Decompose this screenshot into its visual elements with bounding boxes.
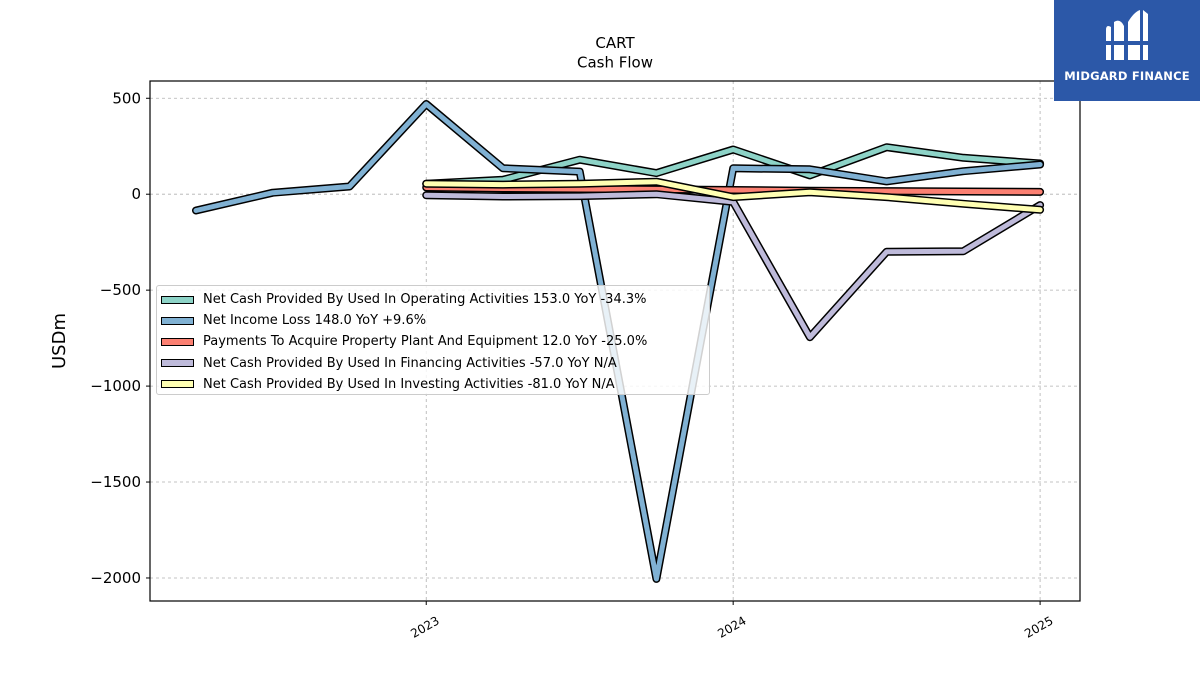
legend-swatch	[161, 295, 194, 304]
series-line	[422, 177, 1045, 214]
legend-item: Net Cash Provided By Used In Financing A…	[160, 353, 709, 374]
chart-legend: Net Cash Provided By Used In Operating A…	[156, 285, 710, 395]
y-axis: 500 0 −500 −1000 −1500 −2000	[90, 89, 150, 587]
legend-item: Net Income Loss 148.0 YoY +9.6%	[160, 310, 709, 331]
plot-frame	[149, 80, 1081, 602]
x-tick-label: 2025	[1022, 613, 1055, 640]
series-line-stroke	[423, 185, 1043, 195]
series-line	[422, 190, 1045, 342]
legend-label: Net Cash Provided By Used In Investing A…	[203, 376, 615, 392]
logo-text: MIDGARD FINANCE	[1064, 69, 1190, 83]
legend-swatch	[161, 316, 194, 325]
y-tick-label: −500	[100, 281, 141, 299]
brand-logo: MIDGARD FINANCE	[1054, 0, 1200, 101]
legend-item: Payments To Acquire Property Plant And E…	[160, 331, 709, 352]
x-axis: 2023 2024 2025	[408, 601, 1056, 641]
legend-item: Net Cash Provided By Used In Investing A…	[160, 374, 709, 395]
x-tick-label: 2024	[715, 613, 748, 640]
legend-swatch	[161, 380, 194, 389]
legend-swatch	[161, 359, 194, 368]
legend-item: Net Cash Provided By Used In Operating A…	[160, 289, 709, 310]
y-tick-label: 0	[131, 185, 141, 203]
y-tick-label: −2000	[90, 569, 141, 587]
legend-label: Net Cash Provided By Used In Operating A…	[203, 292, 647, 308]
series-line-stroke	[423, 191, 1043, 340]
legend-label: Net Income Loss 148.0 YoY +9.6%	[203, 313, 427, 329]
legend-label: Net Cash Provided By Used In Financing A…	[203, 355, 617, 371]
legend-swatch	[161, 337, 194, 346]
y-tick-label: −1000	[90, 377, 141, 395]
x-tick-label: 2023	[408, 613, 441, 640]
series-line-stroke	[423, 179, 1043, 213]
logo-mark-icon	[1106, 10, 1148, 61]
y-axis-label: USDm	[49, 313, 70, 369]
chart-title: CART	[595, 34, 635, 52]
chart-subtitle: Cash Flow	[577, 54, 653, 72]
series-line	[422, 183, 1045, 196]
legend-label: Payments To Acquire Property Plant And E…	[203, 334, 648, 350]
y-tick-label: 500	[112, 89, 141, 107]
series-lines	[192, 100, 1045, 583]
y-tick-label: −1500	[90, 473, 141, 491]
